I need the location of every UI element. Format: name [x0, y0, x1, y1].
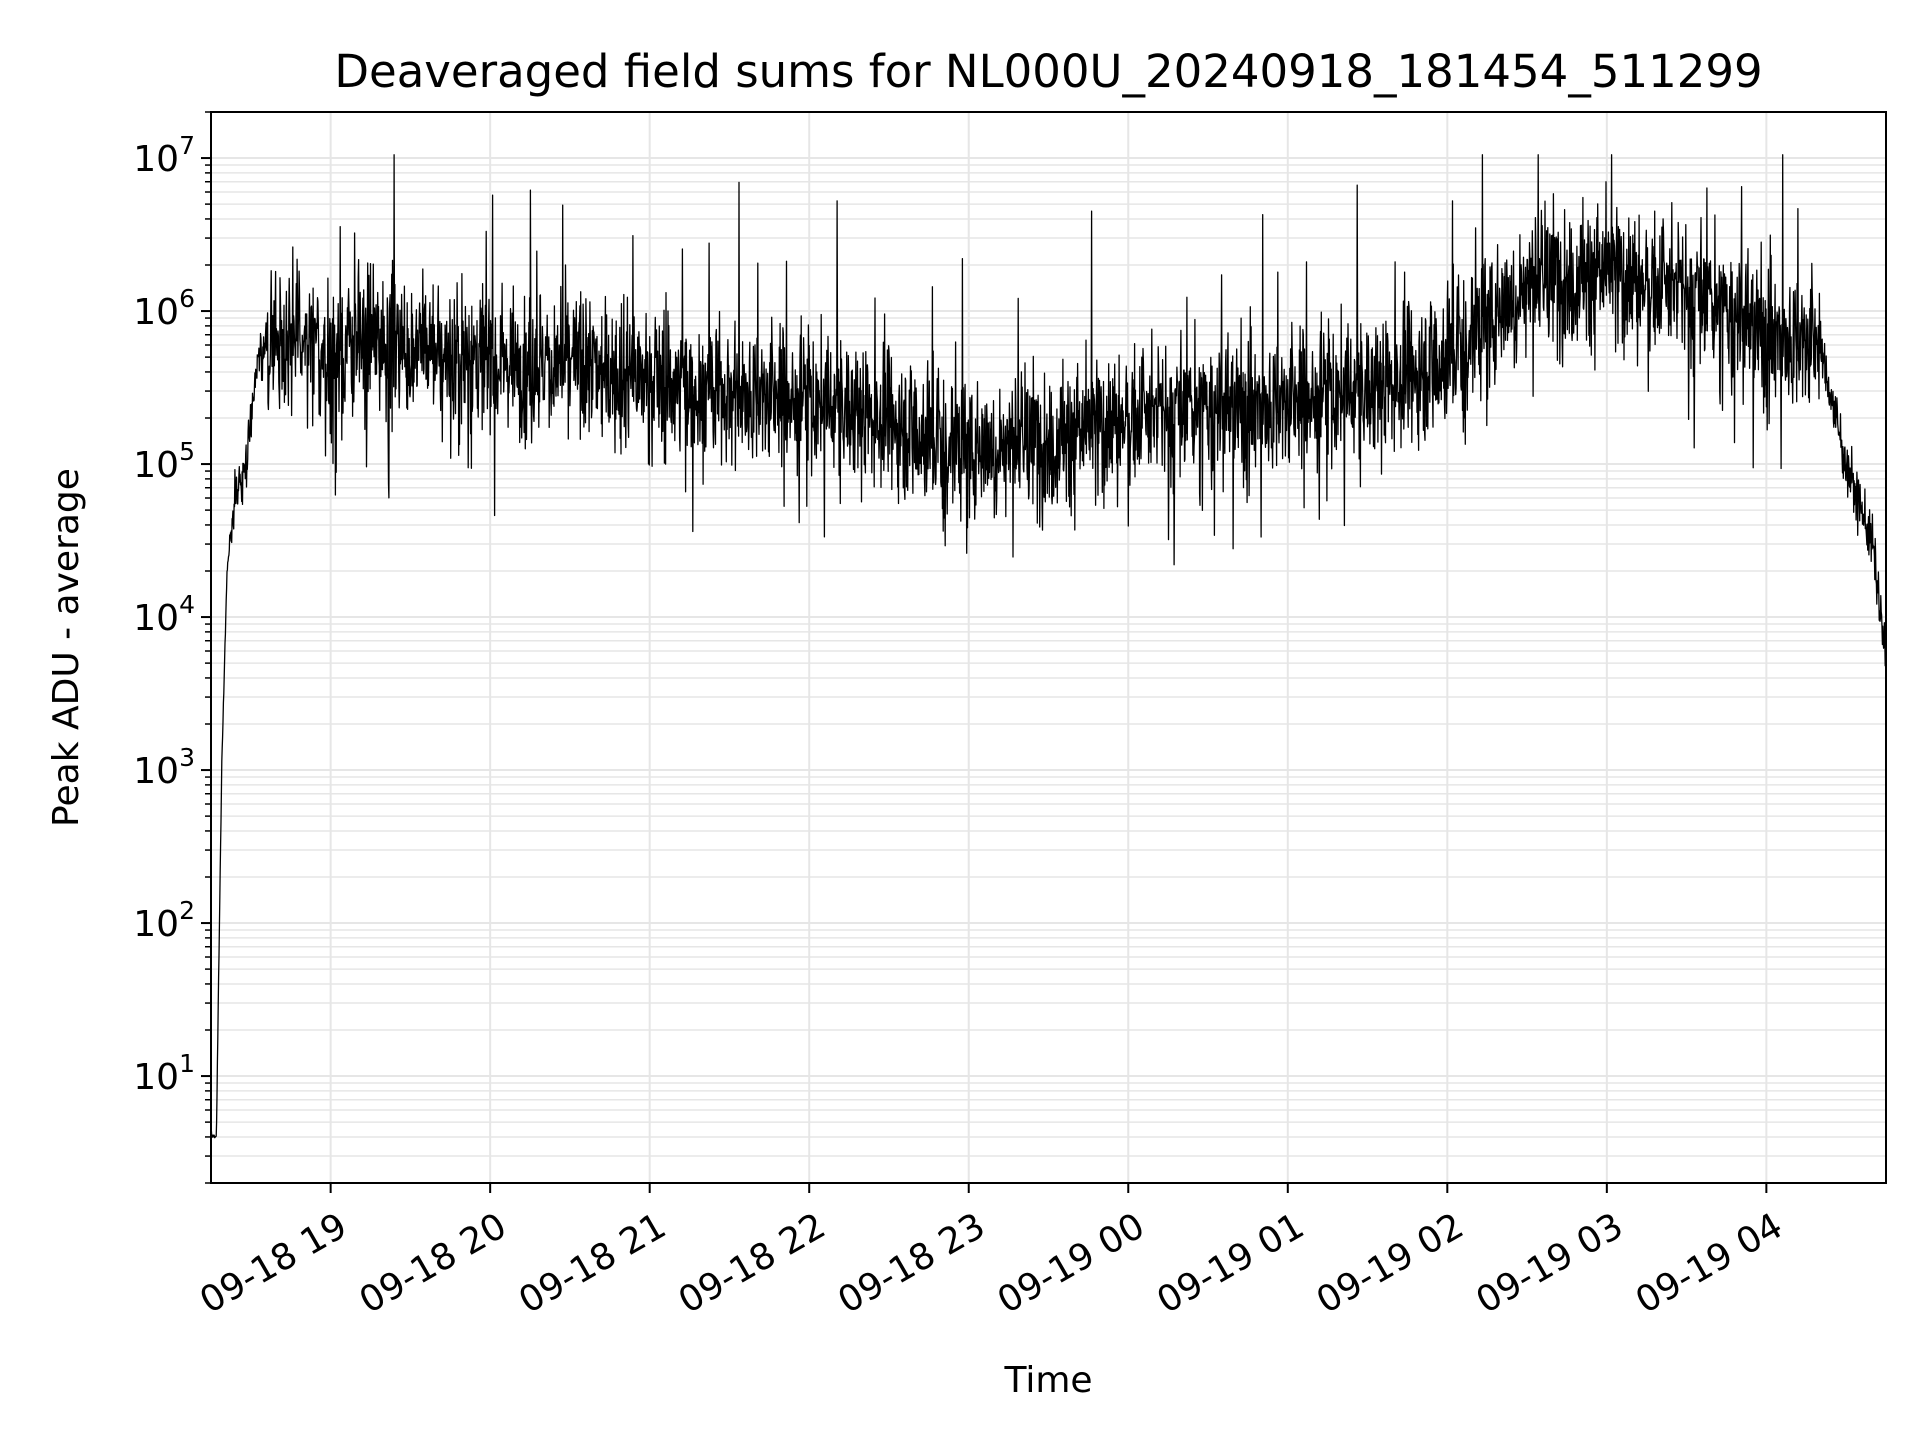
series-line	[210, 154, 1887, 1139]
grid-major	[211, 112, 1886, 1183]
y-tick-label: 101	[133, 1049, 195, 1098]
series-layer	[210, 154, 1887, 1139]
y-tick-label: 106	[133, 284, 195, 333]
y-tick-label: 104	[133, 590, 195, 639]
y-axis-ticks: 101 102 103 104 105 106 107	[133, 111, 211, 1184]
plot-frame	[210, 111, 1887, 1184]
y-tick-label: 102	[133, 896, 195, 945]
x-axis-label: Time	[1003, 1360, 1092, 1401]
y-tick-label: 105	[133, 437, 195, 486]
y-axis-label: Peak ADU - average	[46, 468, 87, 827]
y-tick-label: 103	[133, 743, 195, 792]
y-tick-label: 107	[133, 131, 195, 180]
chart-title: Deaveraged field sums for NL000U_2024091…	[334, 45, 1762, 98]
